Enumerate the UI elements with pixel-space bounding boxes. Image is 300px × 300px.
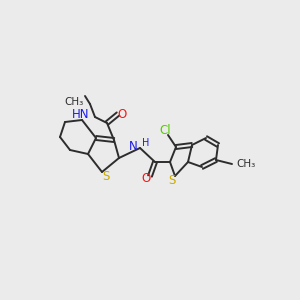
- Text: CH₃: CH₃: [236, 159, 256, 169]
- Text: O: O: [117, 107, 127, 121]
- Text: O: O: [141, 172, 151, 184]
- Text: N: N: [129, 140, 138, 154]
- Text: HN: HN: [71, 109, 89, 122]
- Text: H: H: [142, 138, 149, 148]
- Text: S: S: [168, 175, 176, 188]
- Text: Cl: Cl: [159, 124, 171, 136]
- Text: CH₃: CH₃: [65, 97, 84, 107]
- Text: S: S: [102, 169, 110, 182]
